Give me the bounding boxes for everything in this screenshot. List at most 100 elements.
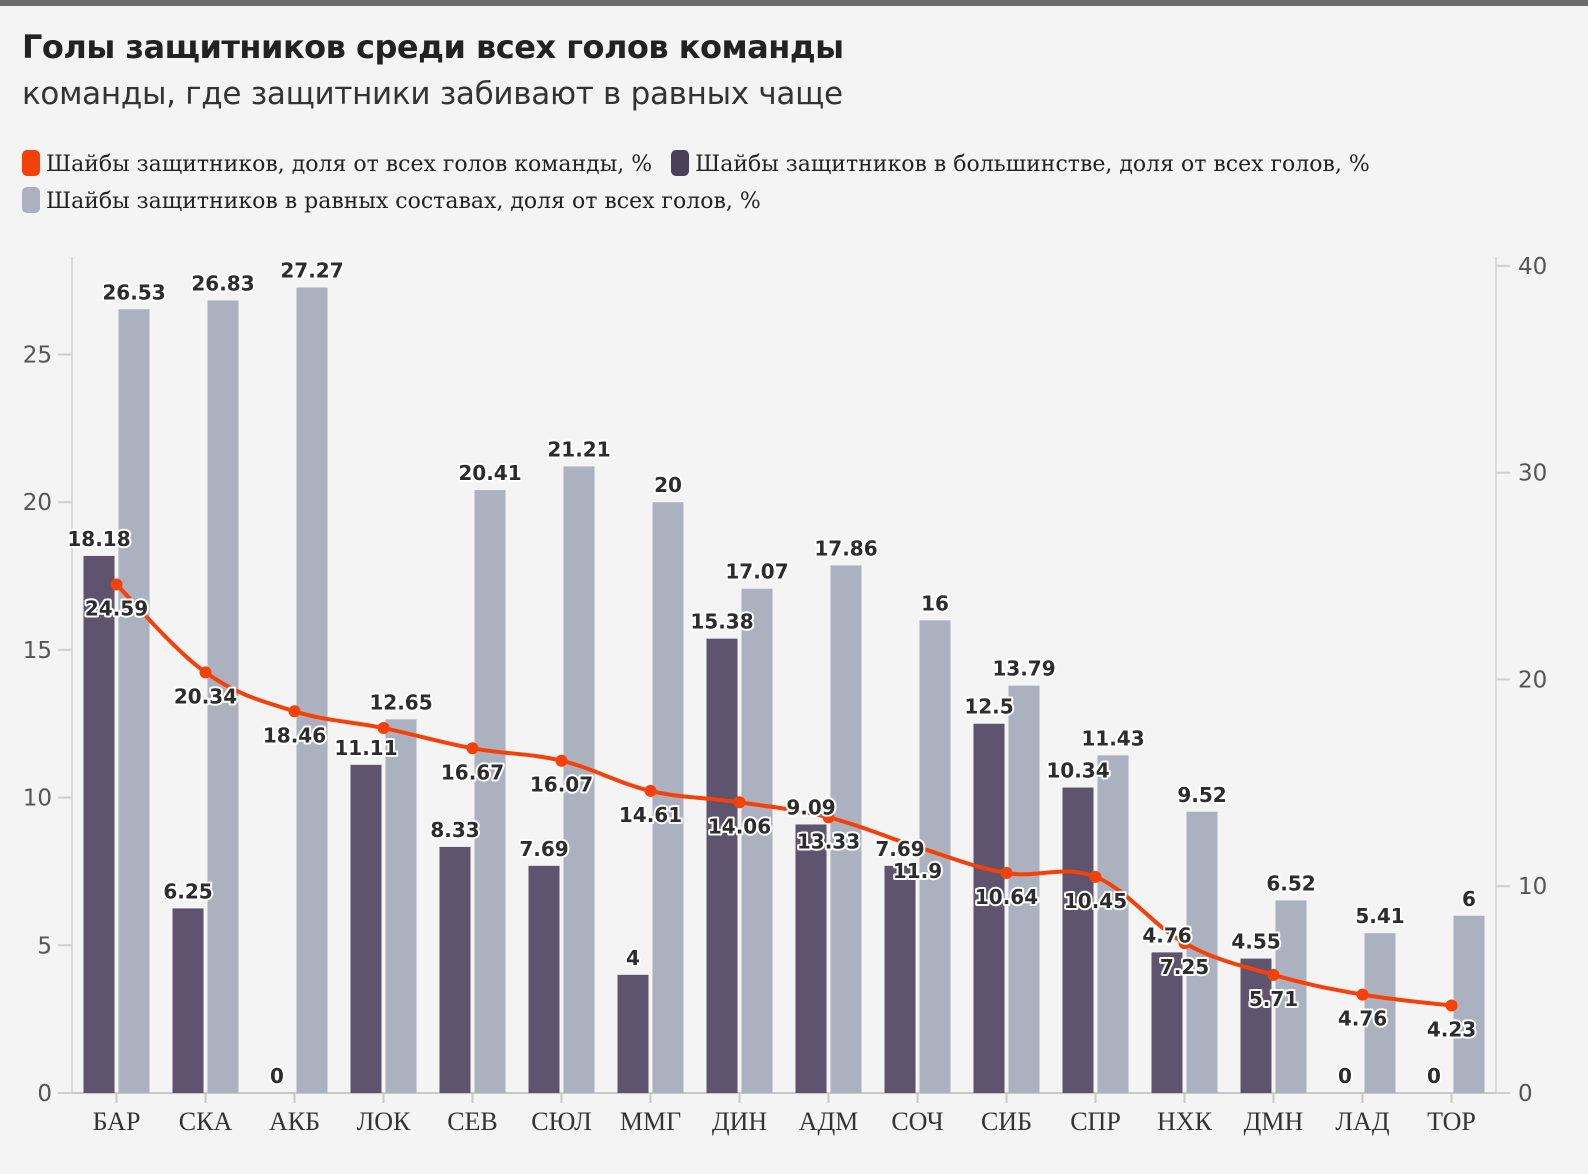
chart-subtitle: команды, где защитники забивают в равных… (22, 76, 843, 112)
legend-item-total[interactable]: Шайбы защитников, доля от всех голов ком… (22, 150, 652, 177)
total-share-label: 10.64 (975, 885, 1038, 909)
bar-powerplay-label: 4.55 (1231, 930, 1280, 954)
category-label: ММГ (620, 1107, 681, 1136)
bar-even-strength-label: 26.53 (102, 280, 165, 304)
bar-even-strength (830, 565, 862, 1093)
legend-swatch-even-strength (22, 187, 40, 213)
bar-even-strength (296, 287, 328, 1093)
bar-powerplay-label: 0 (1427, 1064, 1441, 1088)
total-share-point (1178, 937, 1191, 950)
y-right-tick-label: 10 (1518, 874, 1547, 900)
bar-powerplay-label: 0 (270, 1064, 284, 1088)
bar-even-strength-label: 21.21 (547, 437, 610, 461)
category-label: СЕВ (447, 1107, 498, 1136)
total-share-label: 20.34 (174, 684, 237, 708)
total-share-point (466, 742, 479, 755)
total-share-label: 11.9 (893, 859, 942, 883)
total-share-label: 4.23 (1427, 1018, 1476, 1042)
bar-powerplay-label: 12.5 (964, 695, 1013, 719)
bar-powerplay-label: 4 (626, 946, 640, 970)
line-series (110, 578, 1458, 1012)
bar-even-strength (474, 490, 506, 1093)
bar-powerplay (1062, 787, 1094, 1093)
y-right-tick-label: 20 (1518, 667, 1547, 693)
bar-powerplay (617, 974, 649, 1093)
total-share-label: 10.45 (1064, 889, 1127, 913)
legend-item-even-strength[interactable]: Шайбы защитников в равных составах, доля… (22, 187, 761, 214)
total-share-point (555, 754, 568, 767)
bar-even-strength (118, 309, 150, 1093)
category-label: АДМ (799, 1107, 859, 1136)
y-right-tick-label: 0 (1518, 1081, 1533, 1107)
y-left-tick-label: 10 (23, 786, 52, 812)
bar-even-strength (1097, 755, 1129, 1093)
bar-even-strength-label: 17.86 (814, 536, 877, 560)
bar-powerplay (83, 555, 115, 1093)
bar-powerplay-label: 4.76 (1142, 923, 1191, 947)
bar-even-strength (207, 300, 239, 1093)
total-share-label: 16.67 (441, 760, 504, 784)
bar-powerplay (172, 908, 204, 1093)
total-share-point (1000, 866, 1013, 879)
total-share-label: 4.76 (1338, 1007, 1387, 1031)
category-label: СЮЛ (531, 1107, 591, 1136)
bar-powerplay-label: 7.69 (875, 837, 924, 861)
category-label: ЛАД (1335, 1107, 1389, 1136)
chart-title: Голы защитников среди всех голов команды (22, 28, 844, 66)
bar-even-strength-label: 16 (921, 591, 949, 615)
bar-even-strength-label: 6 (1462, 887, 1476, 911)
total-share-point (288, 705, 301, 718)
legend-swatch-total (22, 150, 40, 176)
total-share-label: 13.33 (797, 829, 860, 853)
bar-even-strength-label: 9.52 (1177, 783, 1226, 807)
total-share-line (115, 583, 1452, 1008)
category-label: АКБ (269, 1107, 320, 1136)
y-left-tick-label: 20 (23, 490, 52, 516)
bars (83, 287, 1485, 1094)
total-share-point (1445, 999, 1458, 1012)
bar-even-strength-label: 27.27 (280, 258, 343, 282)
bar-even-strength (1453, 915, 1485, 1093)
bar-even-strength-label: 13.79 (992, 657, 1055, 681)
category-label: СИБ (981, 1107, 1032, 1136)
y-left-tick-label: 15 (23, 638, 52, 664)
bar-powerplay (973, 723, 1005, 1093)
legend-item-powerplay[interactable]: Шайбы защитников в большинстве, доля от … (671, 150, 1370, 177)
bar-powerplay (795, 824, 827, 1093)
legend: Шайбы защитников, доля от всех голов ком… (22, 150, 1542, 224)
bar-even-strength-label: 11.43 (1081, 726, 1144, 750)
total-share-point (733, 796, 746, 809)
bar-powerplay-label: 10.34 (1046, 759, 1109, 783)
bar-powerplay (350, 764, 382, 1093)
bar-powerplay (439, 846, 471, 1093)
category-label: СОЧ (891, 1107, 943, 1136)
legend-swatch-powerplay (671, 150, 690, 176)
y-right-tick-label: 40 (1518, 254, 1547, 280)
total-share-label: 14.61 (619, 803, 682, 827)
total-share-point (1267, 968, 1280, 981)
total-share-label: 5.71 (1249, 987, 1298, 1011)
bar-powerplay (1240, 958, 1272, 1093)
bar-powerplay-label: 0 (1338, 1064, 1352, 1088)
bar-powerplay-label: 6.25 (163, 879, 212, 903)
bar-powerplay (884, 865, 916, 1093)
bar-powerplay (1151, 952, 1183, 1093)
bar-powerplay-label: 9.09 (786, 795, 835, 819)
bar-even-strength (1364, 933, 1396, 1093)
bar-powerplay-label: 15.38 (690, 610, 753, 634)
bar-even-strength (741, 588, 773, 1093)
total-share-point (1356, 988, 1369, 1001)
total-share-point (1089, 870, 1102, 883)
y-left-tick-label: 5 (37, 933, 52, 959)
bar-even-strength-label: 26.83 (191, 271, 254, 295)
bar-powerplay-label: 7.69 (519, 837, 568, 861)
total-share-point (822, 811, 835, 824)
category-label: ДМН (1244, 1107, 1304, 1136)
top-rule (0, 0, 1588, 6)
total-share-point (199, 666, 212, 679)
category-label: СКА (179, 1107, 233, 1136)
total-share-label: 18.46 (263, 723, 326, 747)
total-share-label: 14.06 (708, 814, 771, 838)
